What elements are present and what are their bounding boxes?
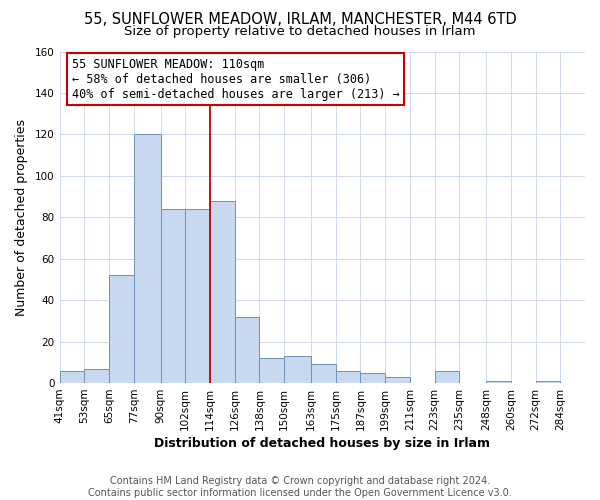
Y-axis label: Number of detached properties: Number of detached properties [15,119,28,316]
Bar [335,370,361,383]
Bar [486,381,511,383]
Bar [235,317,259,383]
Bar [536,381,560,383]
Bar [109,276,134,383]
Text: 55, SUNFLOWER MEADOW, IRLAM, MANCHESTER, M44 6TD: 55, SUNFLOWER MEADOW, IRLAM, MANCHESTER,… [83,12,517,28]
Bar [134,134,161,383]
X-axis label: Distribution of detached houses by size in Irlam: Distribution of detached houses by size … [154,437,490,450]
Bar [259,358,284,383]
Bar [185,209,210,383]
Text: Size of property relative to detached houses in Irlam: Size of property relative to detached ho… [124,25,476,38]
Bar [361,372,385,383]
Bar [210,200,235,383]
Bar [284,356,311,383]
Bar [59,370,84,383]
Bar [385,377,410,383]
Bar [434,370,460,383]
Text: 55 SUNFLOWER MEADOW: 110sqm
← 58% of detached houses are smaller (306)
40% of se: 55 SUNFLOWER MEADOW: 110sqm ← 58% of det… [72,58,400,100]
Bar [84,368,109,383]
Bar [311,364,335,383]
Bar [161,209,185,383]
Text: Contains HM Land Registry data © Crown copyright and database right 2024.
Contai: Contains HM Land Registry data © Crown c… [88,476,512,498]
